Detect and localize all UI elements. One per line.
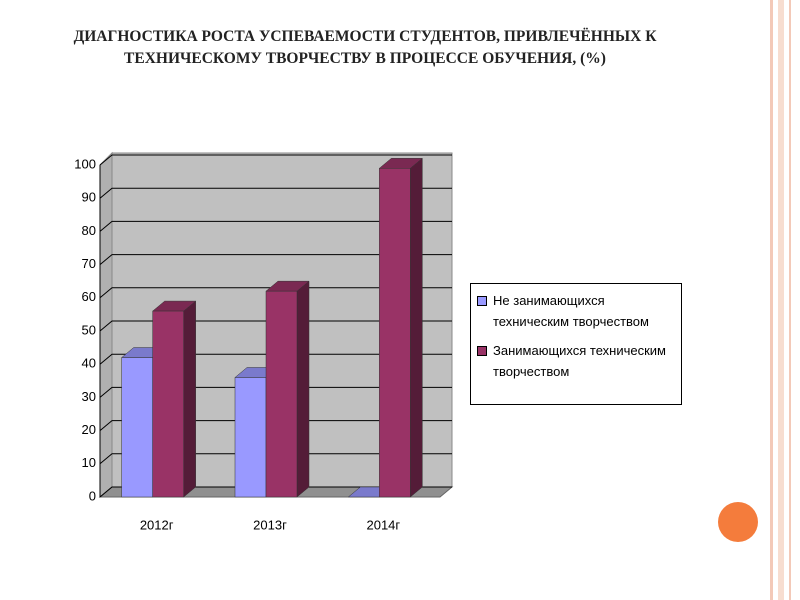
legend-label: Не занимающихся техническим творчеством xyxy=(493,293,649,329)
x-tick-label: 2014г xyxy=(366,517,400,532)
border-line xyxy=(770,0,773,600)
legend-item: Не занимающихся техническим творчеством xyxy=(475,290,677,332)
grid-line xyxy=(99,287,452,299)
legend-label: Занимающихся техническим творчеством xyxy=(493,343,666,379)
y-tick-label: 100 xyxy=(74,156,96,171)
y-tick-label: 0 xyxy=(89,488,96,503)
bar xyxy=(121,357,153,498)
legend-swatch xyxy=(477,346,487,356)
y-tick-label: 70 xyxy=(82,256,96,271)
chart-title: ДИАГНОСТИКА РОСТА УСПЕВАЕМОСТИ СТУДЕНТОВ… xyxy=(73,28,657,67)
grid-line xyxy=(99,187,452,199)
y-tick-label: 20 xyxy=(82,422,96,437)
legend-swatch xyxy=(477,296,487,306)
grid-line xyxy=(99,353,452,365)
grid-line xyxy=(99,220,452,232)
bar xyxy=(265,290,298,498)
bar-side xyxy=(410,157,423,498)
y-tick-label: 40 xyxy=(82,356,96,371)
grid-line xyxy=(99,154,452,166)
decoration-circle xyxy=(718,502,758,542)
bar xyxy=(234,377,267,498)
y-tick-label: 60 xyxy=(82,289,96,304)
x-tick-label: 2012г xyxy=(140,517,174,532)
y-tick-label: 50 xyxy=(82,322,96,337)
border-line xyxy=(789,0,791,600)
grid-line xyxy=(99,486,452,498)
grid-line xyxy=(99,320,452,332)
y-tick-label: 90 xyxy=(82,190,96,205)
grid-line xyxy=(99,386,452,398)
x-tick-label: 2013г xyxy=(253,517,287,532)
side-wall xyxy=(99,151,113,499)
bar xyxy=(152,310,184,498)
grid-line xyxy=(99,420,452,431)
bar xyxy=(379,168,411,498)
grid-line xyxy=(99,453,452,465)
legend-item: Занимающихся техническим творчеством xyxy=(475,340,677,382)
legend: Не занимающихся техническим творчеством З… xyxy=(470,283,682,405)
border-line xyxy=(778,0,784,600)
y-tick-label: 80 xyxy=(82,223,96,238)
bar-side xyxy=(183,300,196,498)
grid-line xyxy=(99,254,452,265)
y-tick-label: 30 xyxy=(82,389,96,404)
bar-side xyxy=(296,280,310,498)
y-tick-label: 10 xyxy=(82,455,96,470)
